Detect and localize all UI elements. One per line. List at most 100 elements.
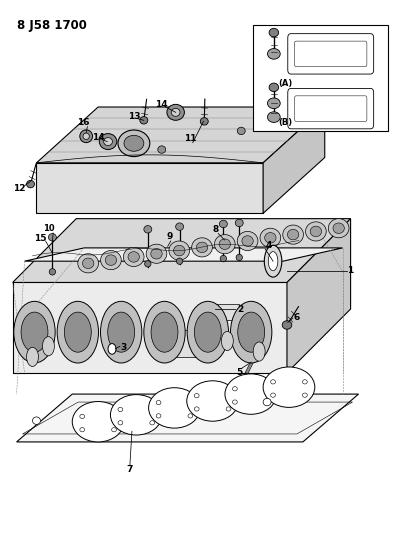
Text: 11: 11 [184,134,197,143]
Ellipse shape [83,258,94,269]
Ellipse shape [221,332,233,351]
Ellipse shape [171,108,180,116]
Ellipse shape [192,238,212,257]
Ellipse shape [187,301,229,363]
Ellipse shape [144,225,152,233]
Ellipse shape [151,248,162,259]
Ellipse shape [260,228,280,247]
Ellipse shape [156,414,161,418]
Text: 6: 6 [294,312,300,321]
Ellipse shape [237,231,258,251]
Ellipse shape [42,337,54,356]
Ellipse shape [264,400,269,404]
Ellipse shape [80,427,85,432]
Ellipse shape [150,421,154,425]
Ellipse shape [124,135,144,151]
Ellipse shape [105,255,117,265]
Ellipse shape [235,219,243,227]
Ellipse shape [242,236,253,246]
Ellipse shape [32,417,40,424]
Ellipse shape [104,138,113,146]
Ellipse shape [80,130,93,143]
Ellipse shape [226,407,231,411]
Ellipse shape [187,381,239,421]
Ellipse shape [333,223,344,233]
Ellipse shape [158,146,166,154]
Ellipse shape [328,219,349,238]
Text: 12: 12 [14,184,26,193]
Ellipse shape [264,245,282,277]
Polygon shape [13,282,287,373]
Ellipse shape [27,348,38,367]
Ellipse shape [150,407,154,411]
Ellipse shape [128,252,139,262]
Ellipse shape [283,225,304,244]
Ellipse shape [49,269,55,275]
Ellipse shape [219,239,231,249]
Polygon shape [36,163,263,213]
Text: (A): (A) [278,78,292,87]
Ellipse shape [14,301,55,363]
Ellipse shape [101,251,121,270]
Polygon shape [13,219,351,282]
Ellipse shape [156,400,161,405]
Ellipse shape [64,312,91,352]
Ellipse shape [104,138,112,146]
Text: (B): (B) [278,118,292,127]
Ellipse shape [267,49,280,59]
Ellipse shape [231,301,272,363]
Ellipse shape [271,379,275,384]
Polygon shape [17,394,359,442]
Bar [253,25,388,131]
Ellipse shape [194,407,199,411]
Ellipse shape [317,114,325,122]
Ellipse shape [264,386,269,391]
Ellipse shape [263,398,271,406]
Text: 16: 16 [77,118,90,127]
Text: 5: 5 [236,368,242,377]
Ellipse shape [215,235,235,254]
Ellipse shape [220,255,227,262]
Ellipse shape [21,312,48,352]
Ellipse shape [282,321,292,329]
Text: 13: 13 [128,111,140,120]
Ellipse shape [237,127,245,135]
Ellipse shape [302,393,307,397]
Ellipse shape [174,245,185,256]
Ellipse shape [176,258,183,264]
Ellipse shape [27,180,34,188]
Ellipse shape [310,226,322,237]
Polygon shape [263,107,325,213]
Ellipse shape [302,379,307,384]
Polygon shape [36,107,325,163]
Ellipse shape [268,252,278,271]
Ellipse shape [99,134,117,150]
Ellipse shape [269,83,279,92]
Text: 2: 2 [237,304,243,313]
Text: 7: 7 [127,465,133,474]
Ellipse shape [233,386,237,391]
Text: 8: 8 [212,225,219,234]
Text: 14: 14 [156,100,168,109]
Ellipse shape [194,393,199,398]
Ellipse shape [271,393,275,397]
Ellipse shape [169,241,190,260]
Ellipse shape [265,232,276,243]
Ellipse shape [196,242,208,253]
Ellipse shape [263,367,315,407]
Ellipse shape [146,244,167,263]
Ellipse shape [225,374,277,414]
Ellipse shape [253,342,265,361]
Ellipse shape [57,301,99,363]
Ellipse shape [267,112,280,123]
Ellipse shape [233,400,237,404]
Text: 3: 3 [121,343,127,352]
Polygon shape [200,304,239,320]
Ellipse shape [108,344,116,354]
Ellipse shape [176,223,184,230]
Polygon shape [25,248,343,261]
Ellipse shape [306,222,326,241]
Ellipse shape [144,261,151,267]
Text: 14: 14 [92,133,105,142]
Ellipse shape [267,98,280,109]
